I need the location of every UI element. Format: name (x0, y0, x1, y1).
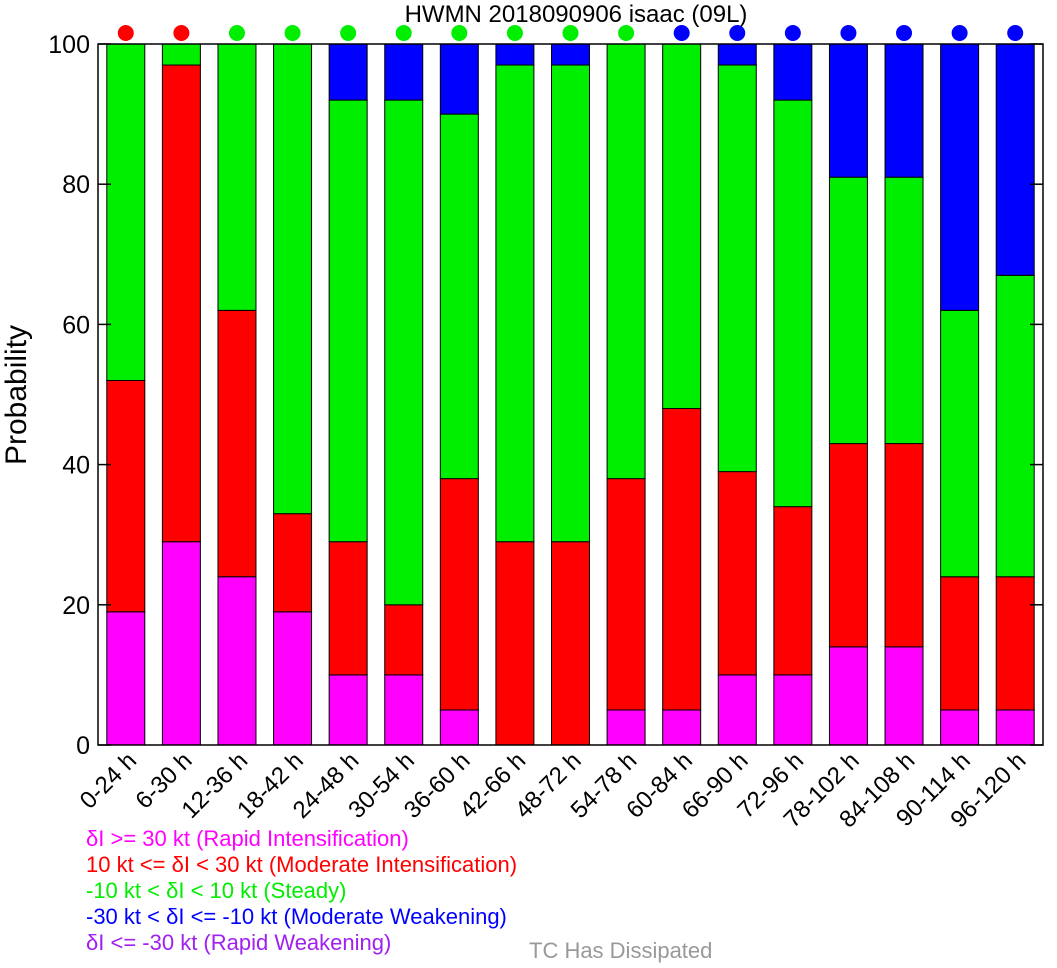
bar-segment-24-48h-s0 (328, 674, 368, 746)
indicator-dot-54-78h (618, 25, 635, 41)
indicator-dot-90-114h (951, 25, 968, 41)
bar-segment-84-108h-s2 (884, 176, 924, 445)
bar-segment-36-60h-s3 (439, 43, 479, 115)
bar-segment-90-114h-s2 (940, 309, 980, 578)
indicator-dot-60-84h (673, 25, 690, 41)
bar-segment-24-48h-s3 (328, 43, 368, 101)
bar-segment-36-60h-s2 (439, 113, 479, 480)
bar-segment-72-96h-s3 (773, 43, 813, 101)
bar-segment-12-36h-s2 (217, 43, 257, 311)
bar-segment-0-24h-s2 (106, 43, 146, 381)
bar-segment-84-108h-s3 (884, 43, 924, 178)
indicator-dot-30-54h (395, 25, 412, 41)
bar-segment-42-66h-s3 (495, 43, 535, 66)
bar-segment-54-78h-s1 (606, 478, 646, 711)
bar-segment-18-42h-s1 (273, 513, 313, 613)
y-tick-label: 80 (62, 171, 90, 199)
bar-segment-48-72h-s1 (551, 541, 590, 746)
bar-segment-30-54h-s2 (384, 99, 424, 606)
bar-segment-66-90h-s3 (717, 43, 757, 66)
bar-segment-72-96h-s0 (773, 674, 813, 746)
legend-item-rapid-intensification: δI >= 30 kt (Rapid Intensification) (86, 826, 409, 851)
legend-item-moderate-intensification: 10 kt <= δI < 30 kt (Moderate Intensific… (86, 852, 518, 877)
y-tick-label: 100 (48, 31, 90, 59)
bar-segment-66-90h-s0 (717, 674, 757, 746)
plot-frame (97, 43, 1044, 746)
bar-segment-96-120h-s1 (995, 576, 1035, 711)
y-axis-label: Probability (0, 325, 33, 465)
bar-segment-72-96h-s1 (773, 506, 813, 676)
bar-segment-12-36h-s1 (217, 309, 257, 578)
bar-segment-60-84h-s2 (662, 43, 702, 410)
bar-segment-48-72h-s2 (551, 64, 590, 543)
bar-segment-24-48h-s1 (328, 541, 368, 676)
bar-segment-24-48h-s2 (328, 99, 368, 543)
legend-item-steady: -10 kt < δI < 10 kt (Steady) (86, 878, 347, 903)
bar-segment-60-84h-s1 (662, 408, 702, 711)
bar-segment-90-114h-s1 (940, 576, 980, 711)
bar-segment-84-108h-s1 (884, 443, 924, 648)
bar-segment-54-78h-s2 (606, 43, 646, 480)
y-tick-label: 0 (76, 732, 90, 760)
indicator-dot-96-120h (1007, 25, 1024, 41)
bar-segment-0-24h-s0 (106, 611, 146, 746)
indicator-dot-6-30h (173, 25, 190, 41)
indicator-dot-24-48h (340, 25, 357, 41)
bar-segment-6-30h-s0 (161, 541, 201, 746)
bar-segment-0-24h-s1 (106, 379, 146, 613)
bar-segment-48-72h-s3 (551, 43, 590, 66)
indicator-dot-18-42h (284, 25, 301, 41)
y-tick-label: 60 (62, 311, 90, 339)
bar-segment-78-102h-s1 (828, 443, 868, 648)
bar-segment-30-54h-s0 (384, 674, 424, 746)
bar-segment-6-30h-s1 (161, 64, 201, 543)
bar-segment-60-84h-s0 (662, 709, 702, 746)
bar-segment-42-66h-s2 (495, 64, 535, 543)
axes-layer: 0 20 40 60 80 100 (48, 31, 1044, 760)
bar-segment-96-120h-s0 (995, 709, 1035, 746)
bar-segment-78-102h-s2 (828, 176, 868, 445)
indicator-dot-48-72h (562, 25, 579, 41)
indicator-dot-84-108h (896, 25, 913, 41)
legend-item-moderate-weakening: -30 kt < δI <= -10 kt (Moderate Weakenin… (86, 904, 507, 929)
indicator-dot-0-24h (117, 25, 134, 41)
bar-segment-36-60h-s0 (439, 709, 479, 746)
bars-layer (106, 43, 1035, 746)
legend: δI >= 30 kt (Rapid Intensification) 10 k… (86, 826, 517, 956)
legend-item-dissipated: TC Has Dissipated (529, 938, 713, 963)
chart-title: HWMN 2018090906 isaac (09L) (405, 1, 748, 28)
bar-segment-30-54h-s3 (384, 43, 424, 101)
bar-segment-90-114h-s0 (940, 709, 980, 746)
y-tick-label: 40 (62, 452, 90, 480)
indicator-dot-36-60h (451, 25, 468, 41)
bar-segment-96-120h-s2 (995, 274, 1035, 578)
bar-segment-54-78h-s0 (606, 709, 646, 746)
y-tick-label: 20 (62, 592, 90, 620)
bar-segment-18-42h-s2 (273, 43, 313, 515)
bar-segment-42-66h-s1 (495, 541, 535, 746)
bar-segment-18-42h-s0 (273, 611, 313, 746)
bar-segment-6-30h-s2 (161, 43, 201, 66)
indicator-dot-78-102h (840, 25, 857, 41)
bar-segment-78-102h-s0 (828, 646, 868, 746)
bar-segment-90-114h-s3 (940, 43, 980, 311)
legend-item-rapid-weakening: δI <= -30 kt (Rapid Weakening) (86, 930, 392, 955)
bar-segment-12-36h-s0 (217, 576, 257, 746)
indicator-dots-layer (117, 25, 1024, 41)
bar-segment-72-96h-s2 (773, 99, 813, 508)
bar-segment-30-54h-s1 (384, 604, 424, 676)
bar-segment-36-60h-s1 (439, 478, 479, 711)
x-tick-labels: 0-24 h6-30 h12-36 h18-42 h24-48 h30-54 h… (75, 747, 1032, 833)
bar-segment-96-120h-s3 (995, 43, 1035, 276)
bar-segment-66-90h-s2 (717, 64, 757, 473)
indicator-dot-42-66h (506, 25, 523, 41)
indicator-dot-12-36h (228, 25, 245, 41)
bar-segment-78-102h-s3 (828, 43, 868, 178)
bar-segment-66-90h-s1 (717, 471, 757, 676)
indicator-dot-66-90h (729, 25, 746, 41)
bar-segment-84-108h-s0 (884, 646, 924, 746)
indicator-dot-72-96h (784, 25, 801, 41)
